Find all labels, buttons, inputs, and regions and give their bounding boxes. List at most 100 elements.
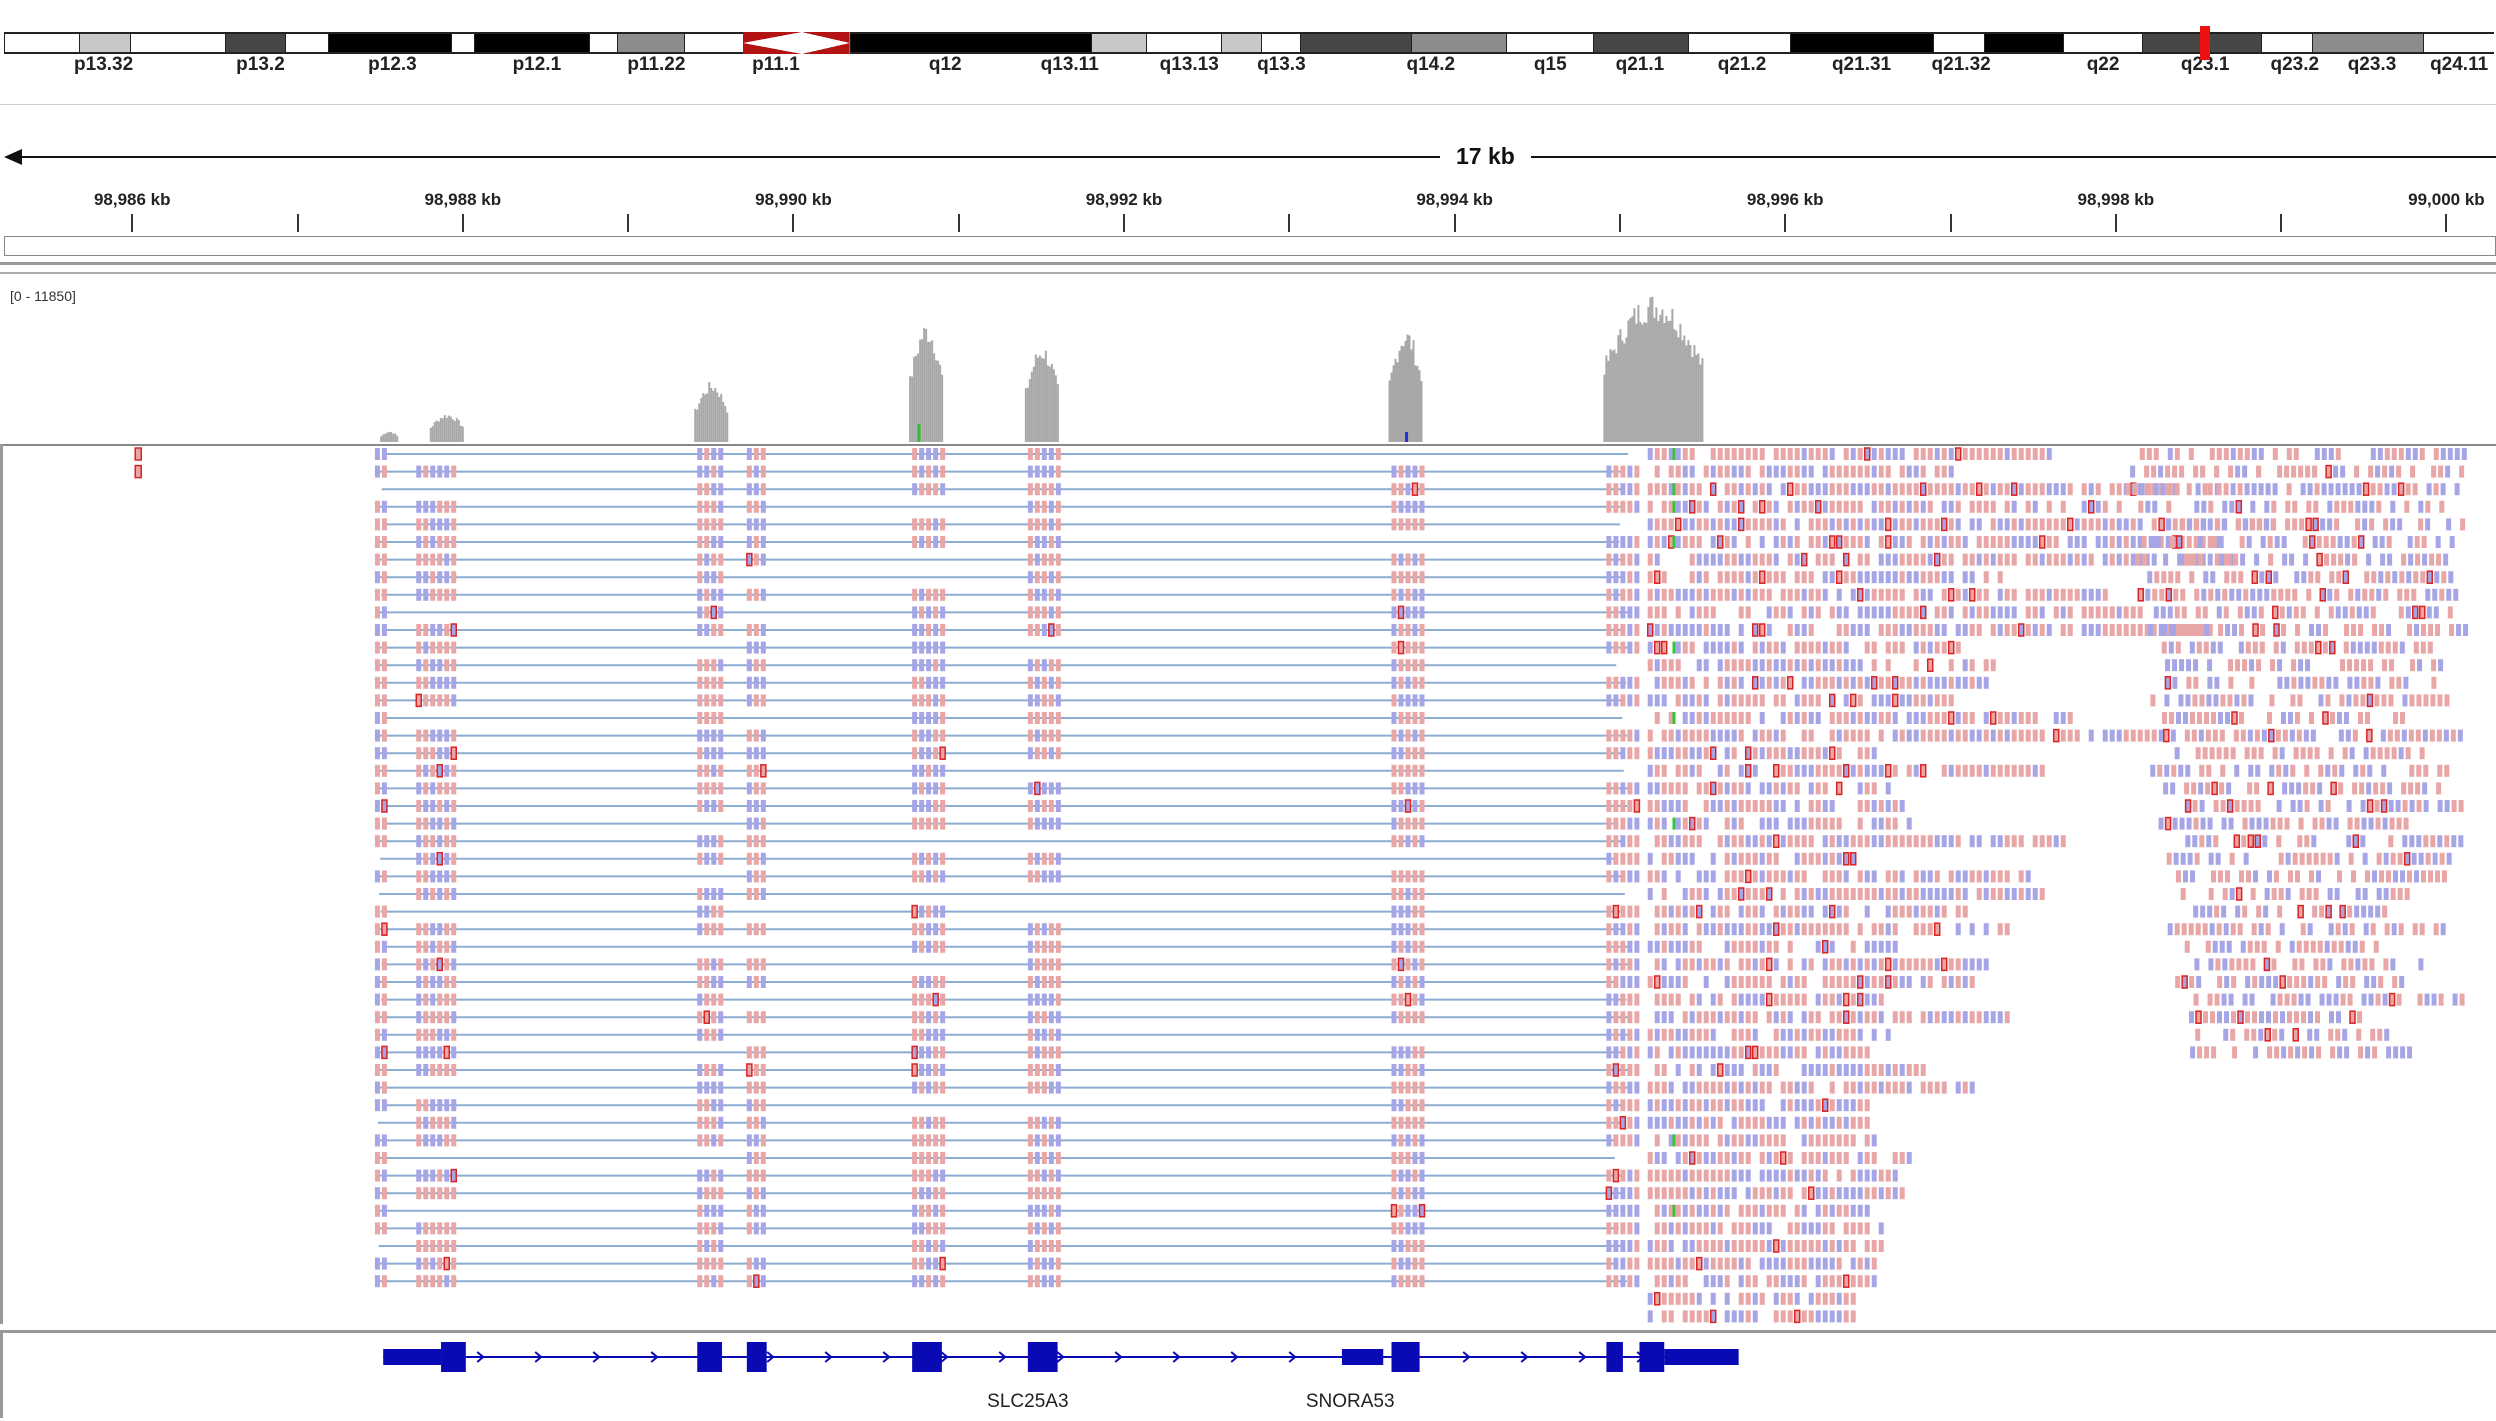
read-segment[interactable]	[1886, 906, 1891, 918]
read-segment[interactable]	[1627, 1258, 1632, 1270]
read-segment[interactable]	[1886, 554, 1891, 566]
read-segment[interactable]	[416, 1029, 421, 1041]
read-segment[interactable]	[926, 1134, 931, 1146]
read-segment[interactable]	[2148, 624, 2153, 636]
read-segment[interactable]	[2173, 818, 2178, 830]
read-segment[interactable]	[1420, 941, 1425, 953]
read-segment[interactable]	[2416, 694, 2421, 706]
read-segment[interactable]	[704, 853, 709, 865]
read-segment[interactable]	[2191, 782, 2196, 794]
read-segment[interactable]	[1620, 1258, 1625, 1270]
read-segment[interactable]	[1655, 483, 1660, 495]
read-segment[interactable]	[1746, 606, 1751, 618]
read-segment[interactable]	[1613, 1240, 1618, 1252]
read-segment[interactable]	[1028, 1064, 1033, 1076]
read-segment[interactable]	[1823, 853, 1828, 865]
read-segment[interactable]	[1935, 712, 1940, 724]
read-segment[interactable]	[697, 1170, 702, 1182]
read-segment[interactable]	[1781, 1117, 1786, 1129]
read-segment[interactable]	[1732, 747, 1737, 759]
read-segment[interactable]	[2307, 888, 2312, 900]
read-segment[interactable]	[2089, 624, 2094, 636]
read-segment[interactable]	[711, 466, 716, 478]
read-segment[interactable]	[1406, 1099, 1411, 1111]
read-segment[interactable]	[754, 1205, 759, 1217]
read-segment[interactable]	[2012, 712, 2017, 724]
read-segment[interactable]	[1900, 624, 1905, 636]
read-segment[interactable]	[1732, 1152, 1737, 1164]
read-segment[interactable]	[2203, 483, 2208, 495]
read-segment[interactable]	[919, 518, 924, 530]
read-segment[interactable]	[2433, 853, 2438, 865]
read-segment[interactable]	[437, 1064, 442, 1076]
read-segment[interactable]	[1921, 518, 1926, 530]
read-segment[interactable]	[1753, 642, 1758, 654]
read-segment[interactable]	[1035, 1152, 1040, 1164]
read-segment[interactable]	[1788, 466, 1793, 478]
read-segment[interactable]	[1620, 835, 1625, 847]
read-segment[interactable]	[430, 554, 435, 566]
read-segment[interactable]	[1984, 730, 1989, 742]
read-segment[interactable]	[1809, 677, 1814, 689]
read-segment[interactable]	[430, 1099, 435, 1111]
read-segment[interactable]	[2075, 730, 2080, 742]
read-segment[interactable]	[1767, 941, 1772, 953]
read-segment[interactable]	[1928, 976, 1933, 988]
read-segment[interactable]	[375, 1170, 380, 1182]
read-segment[interactable]	[1963, 888, 1968, 900]
read-segment[interactable]	[2320, 994, 2325, 1006]
read-segment[interactable]	[2447, 853, 2452, 865]
read-segment[interactable]	[1746, 923, 1751, 935]
read-segment[interactable]	[1879, 835, 1884, 847]
read-segment[interactable]	[926, 976, 931, 988]
read-segment[interactable]	[1627, 747, 1632, 759]
read-segment[interactable]	[2208, 994, 2213, 1006]
read-segment[interactable]	[1795, 1082, 1800, 1094]
read-segment[interactable]	[1613, 800, 1618, 812]
read-segment[interactable]	[2138, 730, 2143, 742]
read-segment[interactable]	[1781, 1170, 1786, 1182]
read-segment[interactable]	[1634, 976, 1639, 988]
read-segment[interactable]	[1056, 1187, 1061, 1199]
read-segment[interactable]	[1676, 606, 1681, 618]
read-segment[interactable]	[2462, 448, 2467, 460]
read-segment[interactable]	[1844, 536, 1849, 548]
read-segment[interactable]	[1760, 642, 1765, 654]
read-segment[interactable]	[382, 1187, 387, 1199]
read-segment[interactable]	[1837, 958, 1842, 970]
read-segment[interactable]	[1767, 483, 1772, 495]
read-segment[interactable]	[1739, 765, 1744, 777]
read-segment[interactable]	[1837, 483, 1842, 495]
read-segment[interactable]	[1627, 1240, 1632, 1252]
read-segment[interactable]	[1781, 1011, 1786, 1023]
read-segment[interactable]	[2387, 782, 2392, 794]
read-segment[interactable]	[1420, 835, 1425, 847]
read-segment[interactable]	[2175, 483, 2180, 495]
read-segment[interactable]	[1935, 448, 1940, 460]
read-segment[interactable]	[926, 448, 931, 460]
read-segment[interactable]	[1858, 870, 1863, 882]
read-segment[interactable]	[1392, 518, 1397, 530]
read-segment[interactable]	[1413, 1222, 1418, 1234]
read-segment[interactable]	[1886, 782, 1891, 794]
read-segment[interactable]	[2236, 958, 2241, 970]
read-segment[interactable]	[1823, 466, 1828, 478]
read-segment[interactable]	[718, 659, 723, 671]
read-segment[interactable]	[1035, 589, 1040, 601]
read-segment[interactable]	[2211, 712, 2216, 724]
read-segment[interactable]	[1837, 712, 1842, 724]
read-segment[interactable]	[711, 624, 716, 636]
read-segment[interactable]	[2147, 571, 2152, 583]
read-segment[interactable]	[1809, 1029, 1814, 1041]
read-segment[interactable]	[1620, 571, 1625, 583]
read-segment[interactable]	[2110, 624, 2115, 636]
read-segment[interactable]	[912, 694, 917, 706]
read-segment[interactable]	[423, 994, 428, 1006]
read-segment[interactable]	[2297, 835, 2302, 847]
read-segment[interactable]	[2026, 888, 2031, 900]
read-segment[interactable]	[416, 501, 421, 513]
read-segment[interactable]	[1711, 1152, 1716, 1164]
read-segment[interactable]	[2365, 1046, 2370, 1058]
read-segment[interactable]	[2364, 606, 2369, 618]
read-segment[interactable]	[437, 941, 442, 953]
